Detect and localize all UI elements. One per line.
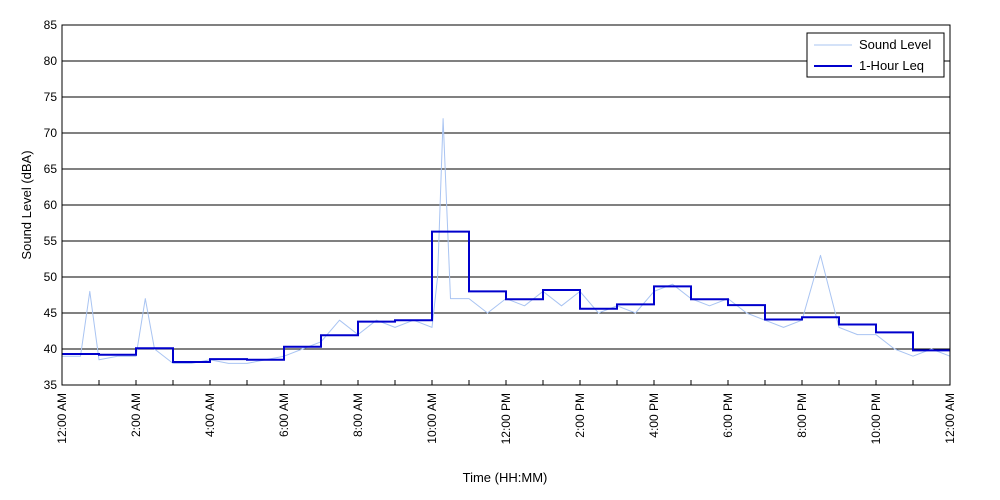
- x-tick-label: 2:00 PM: [573, 393, 587, 438]
- x-tick-label: 2:00 AM: [129, 393, 143, 437]
- x-tick-label: 12:00 PM: [499, 393, 513, 444]
- x-tick-label: 12:00 AM: [55, 393, 69, 444]
- y-tick-label: 55: [44, 234, 58, 248]
- x-tick-label: 6:00 AM: [277, 393, 291, 437]
- y-tick-label: 70: [44, 126, 58, 140]
- y-axis: 35 40 45 50 55 60 65 70 75 80 85: [44, 18, 67, 392]
- x-tick-label: 8:00 AM: [351, 393, 365, 437]
- y-tick-label: 80: [44, 54, 58, 68]
- y-tick-label: 65: [44, 162, 58, 176]
- series-sound-level: [62, 118, 951, 364]
- x-tick-label: 10:00 PM: [869, 393, 883, 444]
- legend-label-sound-level: Sound Level: [859, 37, 931, 52]
- x-tick-label: 12:00 AM: [943, 393, 957, 444]
- y-tick-label: 75: [44, 90, 58, 104]
- x-tick-label: 4:00 AM: [203, 393, 217, 437]
- y-tick-label: 40: [44, 342, 58, 356]
- legend-box: [806, 32, 945, 78]
- series-1-hour-leq: [62, 230, 950, 363]
- x-tick-label: 10:00 AM: [425, 393, 439, 444]
- y-tick-label: 85: [44, 18, 58, 32]
- y-tick-label: 60: [44, 198, 58, 212]
- y-tick-label: 45: [44, 306, 58, 320]
- x-axis: 12:00 AM 2:00 AM 4:00 AM 6:00 AM 8:00 AM 10:0…: [55, 380, 957, 444]
- y-tick-label: 50: [44, 270, 58, 284]
- legend-label-1-hour-leq: 1-Hour Leq: [859, 58, 924, 73]
- legend: Sound Level 1-Hour Leq: [806, 32, 945, 78]
- x-tick-label: 4:00 PM: [647, 393, 661, 438]
- y-tick-label: 35: [44, 378, 58, 392]
- y-axis-title: Sound Level (dBA): [19, 150, 34, 259]
- x-axis-title: Time (HH:MM): [463, 470, 548, 485]
- grid-lines: [62, 60, 950, 350]
- x-tick-label: 8:00 PM: [795, 393, 809, 438]
- plot-lines: [62, 118, 951, 364]
- x-tick-label: 6:00 PM: [721, 393, 735, 438]
